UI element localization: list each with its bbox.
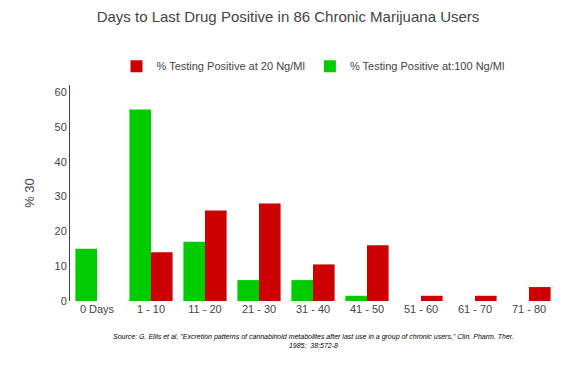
svg-text:1 - 10: 1 - 10	[137, 303, 165, 315]
svg-text:31 - 40: 31 - 40	[296, 303, 330, 315]
svg-text:11 - 20: 11 - 20	[188, 303, 221, 315]
svg-text:% Testing Positive at 20 Ng/Ml: % Testing Positive at 20 Ng/Ml	[157, 60, 305, 72]
svg-text:40: 40	[55, 156, 67, 168]
svg-text:Days to Last Drug Positive in: Days to Last Drug Positive in 86 Chronic…	[97, 8, 480, 25]
svg-text:60: 60	[55, 86, 67, 98]
svg-text:10: 10	[55, 260, 67, 272]
svg-text:61 - 70: 61 - 70	[458, 303, 492, 315]
svg-text:21 - 30: 21 - 30	[242, 303, 276, 315]
svg-text:50: 50	[55, 121, 67, 133]
svg-text:20: 20	[55, 225, 67, 237]
svg-text:30: 30	[55, 190, 67, 202]
svg-text:0 Days: 0 Days	[80, 303, 115, 315]
svg-text:% 30: % 30	[22, 178, 37, 208]
svg-text:% Testing Positive at:100 Ng/M: % Testing Positive at:100 Ng/Ml	[350, 60, 504, 72]
svg-text:0: 0	[61, 295, 67, 307]
svg-text:51 - 60: 51 - 60	[404, 303, 438, 315]
svg-text:Source: G. Ellis et al, "Excre: Source: G. Ellis et al, "Excretion patte…	[113, 333, 514, 349]
svg-text:41 - 50: 41 - 50	[350, 303, 384, 315]
svg-text:71 - 80: 71 - 80	[512, 303, 546, 315]
